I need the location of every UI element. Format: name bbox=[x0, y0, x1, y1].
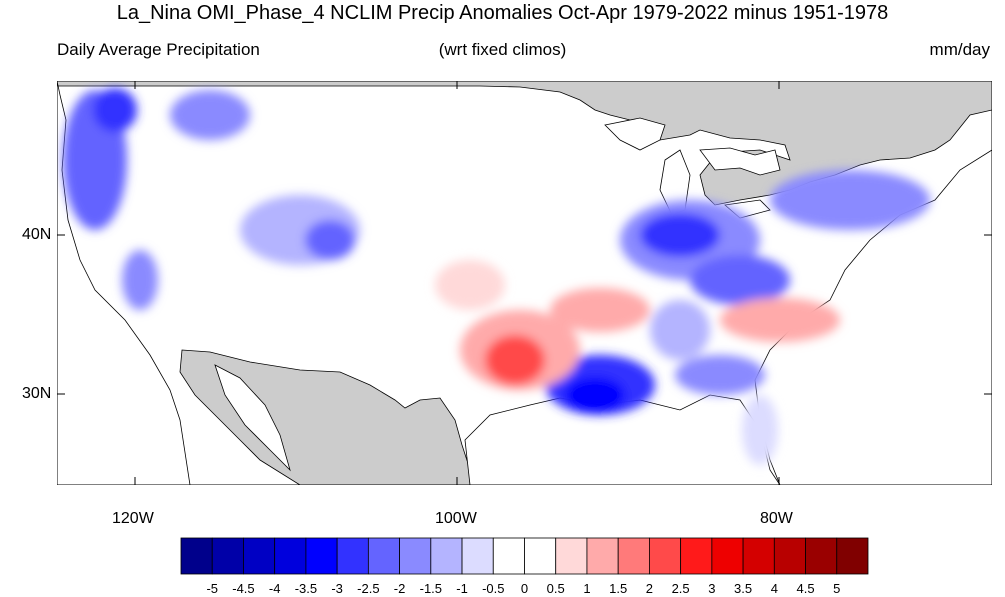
colorbar-label: 4 bbox=[770, 581, 778, 596]
colorbar-label: 1.5 bbox=[609, 581, 628, 596]
gulf-of-mexico bbox=[464, 394, 781, 485]
colorbar-label: -2.5 bbox=[357, 581, 380, 596]
lat-label-40n: 40N bbox=[22, 226, 52, 243]
colorbar-label: 0 bbox=[520, 581, 529, 596]
mexico-region bbox=[179, 349, 476, 485]
colorbar-swatch bbox=[711, 537, 744, 575]
colorbar-swatch bbox=[305, 537, 338, 575]
colorbar-swatch bbox=[680, 537, 713, 575]
colorbar-swatch bbox=[649, 537, 682, 575]
colorbar-label: 5 bbox=[833, 581, 841, 596]
colorbar-swatch bbox=[773, 537, 806, 575]
colorbar-label: 2 bbox=[645, 581, 654, 596]
colorbar-swatch bbox=[524, 537, 557, 575]
colorbar-label: -5 bbox=[206, 581, 218, 596]
colorbar-swatch bbox=[336, 537, 369, 575]
variable-label: Daily Average Precipitation bbox=[57, 40, 260, 59]
colorbar-label: -2 bbox=[393, 581, 406, 596]
colorbar-label: -1.5 bbox=[419, 581, 443, 596]
lat-label-30n: 30N bbox=[22, 385, 52, 402]
colorbar-swatch bbox=[211, 537, 244, 575]
colorbar-label: 4.5 bbox=[796, 581, 815, 596]
colorbar-swatch bbox=[617, 537, 650, 575]
colorbar-swatch bbox=[805, 537, 838, 575]
colorbar-label: 2.5 bbox=[671, 581, 690, 596]
colorbar-label: 3.5 bbox=[734, 581, 753, 596]
colorbar-swatch bbox=[836, 537, 869, 575]
map-title: La_Nina OMI_Phase_4 NCLIM Precip Anomali… bbox=[116, 2, 889, 24]
colorbar-label: -3.5 bbox=[294, 581, 318, 596]
colorbar-swatch bbox=[461, 537, 494, 575]
colorbar-label: -4 bbox=[268, 581, 281, 596]
colorbar-swatch bbox=[274, 537, 307, 575]
colorbar-swatch bbox=[243, 537, 276, 575]
colorbar-swatch bbox=[180, 537, 213, 575]
colorbar-label: -3 bbox=[331, 581, 343, 596]
colorbar-label: 3 bbox=[708, 581, 716, 596]
colorbar-swatch bbox=[555, 537, 588, 575]
colorbar-swatch bbox=[367, 537, 400, 575]
units-label: mm/day bbox=[929, 40, 990, 59]
lon-label-100w: 100W bbox=[435, 510, 477, 527]
colorbar-swatch bbox=[399, 537, 432, 575]
colorbar-swatch bbox=[492, 537, 525, 575]
pacific-ocean bbox=[57, 81, 191, 485]
axis-ticks bbox=[57, 81, 992, 485]
colorbar-label: -1 bbox=[456, 581, 468, 596]
colorbar-swatch bbox=[586, 537, 619, 575]
colorbar-swatch bbox=[742, 537, 775, 575]
gulf-of-california bbox=[214, 364, 291, 472]
anomaly-fields bbox=[63, 88, 930, 465]
colorbar-label: 1 bbox=[583, 581, 591, 596]
lon-label-120w: 120W bbox=[112, 510, 154, 527]
colorbar bbox=[180, 537, 869, 575]
colorbar-swatch bbox=[430, 537, 463, 575]
colorbar-label: -0.5 bbox=[482, 581, 505, 596]
colorbar-label: -4.5 bbox=[232, 581, 255, 596]
reference-label: (wrt fixed climos) bbox=[438, 40, 567, 59]
colorbar-label: 0.5 bbox=[546, 581, 565, 596]
lon-label-80w: 80W bbox=[760, 510, 793, 527]
